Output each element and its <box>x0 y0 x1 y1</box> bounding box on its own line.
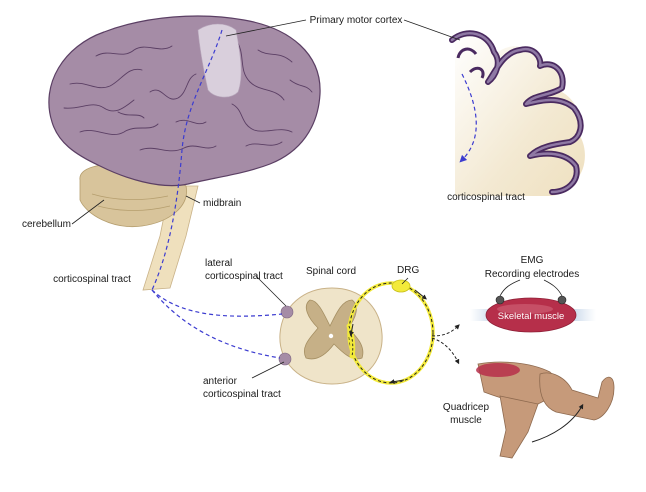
label-corticospinal-tract-cortex: corticospinal tract <box>447 192 525 203</box>
leg <box>476 361 615 459</box>
quadricep-muscle-shape <box>476 363 520 377</box>
label-cerebellum: cerebellum <box>22 219 71 230</box>
label-primary-motor-cortex: Primary motor cortex <box>310 15 403 26</box>
leader-lines <box>71 19 461 379</box>
shin <box>539 372 615 421</box>
kick-arrow <box>531 403 584 443</box>
reflex-loop <box>346 279 460 385</box>
cerebrum <box>48 15 321 187</box>
label-recording-electrodes: Recording electrodes <box>485 269 580 280</box>
label-anterior-tract-line2: corticospinal tract <box>203 389 281 400</box>
label-lateral-tract-line2: corticospinal tract <box>205 271 283 282</box>
lower-leg <box>499 395 539 459</box>
skeletal-muscle-setup <box>470 279 596 333</box>
label-midbrain: midbrain <box>203 198 241 209</box>
brainstem <box>142 185 199 291</box>
drg-ganglion <box>391 279 411 293</box>
labels: Primary motor cortex cerebellum midbrain… <box>22 15 579 426</box>
brain <box>48 15 321 291</box>
label-lateral-tract-line1: lateral <box>205 258 232 269</box>
anterior-tract-dot <box>278 352 292 366</box>
primary-motor-cortex-area <box>197 23 242 98</box>
label-quadricep-line2: muscle <box>450 415 482 426</box>
label-spinal-cord: Spinal cord <box>306 266 356 277</box>
descending-pathway <box>151 29 477 359</box>
electrode-right <box>557 295 567 305</box>
label-quadricep-line1: Quadricep <box>443 402 490 413</box>
spinal-cord <box>278 287 383 385</box>
label-corticospinal-tract-brainstem: corticospinal tract <box>53 274 131 285</box>
label-emg: EMG <box>521 255 544 266</box>
electrode-left <box>495 295 505 305</box>
label-skeletal-muscle: Skeletal muscle <box>498 311 565 322</box>
lateral-tract-dot <box>280 305 294 319</box>
cortex-cross-section <box>449 30 585 197</box>
label-anterior-tract-line1: anterior <box>203 376 238 387</box>
label-drg: DRG <box>397 265 419 276</box>
